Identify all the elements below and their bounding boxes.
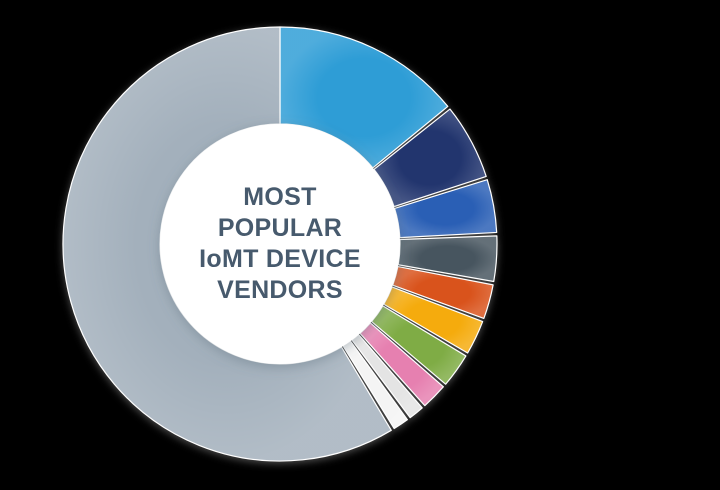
donut-slice-sheen bbox=[371, 305, 466, 385]
donut-sheen-layer bbox=[63, 27, 498, 461]
donut-slice-sheen bbox=[280, 27, 448, 168]
donut-slice-sheen bbox=[373, 109, 487, 207]
donut-slice-sheen bbox=[343, 341, 408, 429]
donut-slice-sheen bbox=[383, 286, 483, 353]
donut-slice-sheen bbox=[392, 266, 494, 319]
donut-slice-sheen bbox=[63, 27, 392, 461]
donut-slice-sheen bbox=[351, 334, 423, 418]
donut-slice-sheen bbox=[398, 235, 498, 282]
donut-slice-sheen bbox=[360, 322, 444, 406]
donut-slice-sheen bbox=[394, 179, 497, 238]
donut-center-hole bbox=[160, 124, 400, 364]
